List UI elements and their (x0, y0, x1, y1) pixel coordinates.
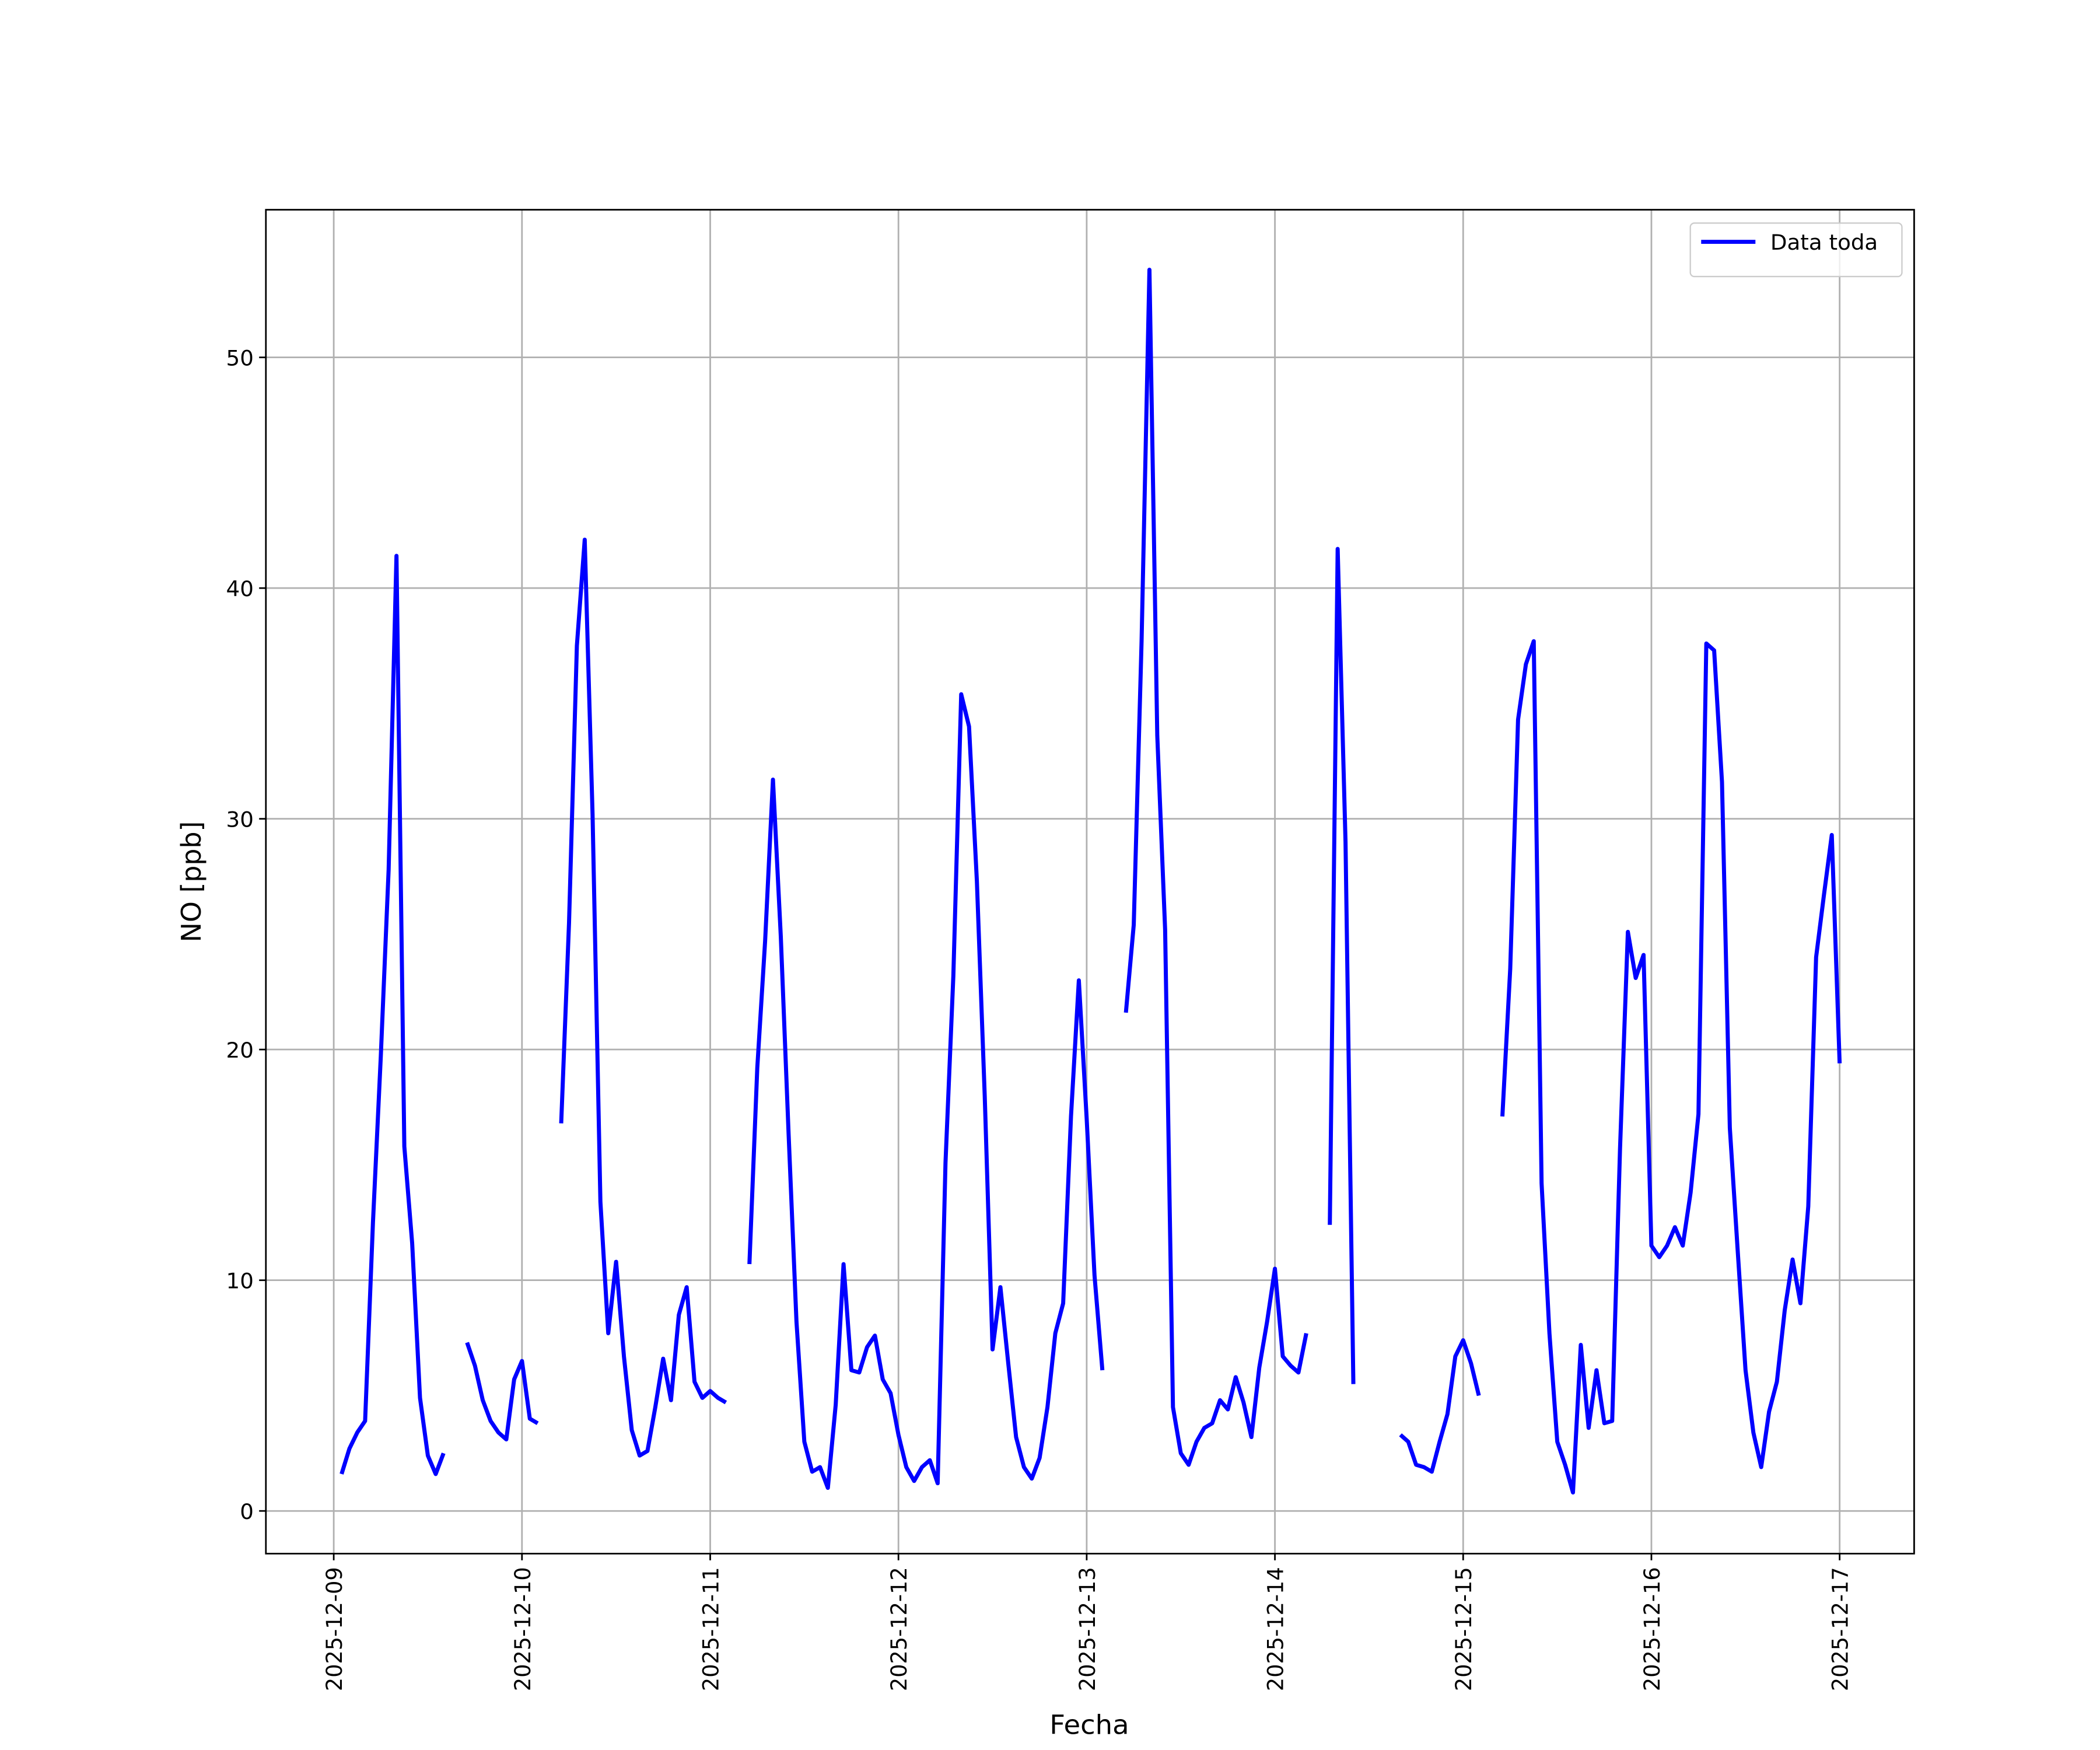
y-tick-label: 50 (226, 346, 254, 371)
y-axis-label: NO [ppb] (176, 821, 207, 943)
x-tick-label: 2025-12-17 (1828, 1567, 1853, 1691)
x-tick-label: 2025-12-15 (1451, 1567, 1476, 1691)
x-tick-label: 2025-12-12 (887, 1567, 912, 1691)
y-tick-label: 0 (240, 1499, 254, 1524)
x-tick-label: 2025-12-16 (1640, 1567, 1665, 1691)
line-series (340, 267, 1842, 1494)
x-tick-label: 2025-12-13 (1075, 1567, 1100, 1691)
y-tick-label: 30 (226, 807, 254, 832)
grid (265, 209, 1915, 1554)
ticks: 0 10 20 30 40 50 2025-12-09 2025-12-10 2025-12-1… (226, 346, 1853, 1691)
legend: Data toda (1689, 222, 1903, 278)
legend-label: Data toda (1770, 230, 1878, 256)
legend-box (1689, 222, 1903, 278)
x-axis-label: Fecha (1049, 1709, 1129, 1741)
y-tick-label: 10 (226, 1269, 254, 1294)
x-tick-label: 2025-12-09 (322, 1567, 347, 1691)
x-tick-label: 2025-12-10 (510, 1567, 536, 1691)
y-tick-label: 20 (226, 1038, 254, 1063)
x-tick-label: 2025-12-11 (698, 1567, 723, 1691)
plot-area (340, 267, 1842, 1494)
x-tick-label: 2025-12-14 (1263, 1567, 1288, 1691)
axes-frame (265, 209, 1915, 1555)
y-tick-label: 40 (226, 576, 254, 601)
